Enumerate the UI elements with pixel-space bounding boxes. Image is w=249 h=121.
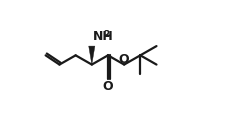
Text: O: O — [119, 53, 129, 66]
Text: O: O — [103, 80, 113, 93]
Text: NH: NH — [93, 30, 114, 43]
Text: 2: 2 — [104, 30, 110, 39]
Polygon shape — [89, 46, 95, 65]
